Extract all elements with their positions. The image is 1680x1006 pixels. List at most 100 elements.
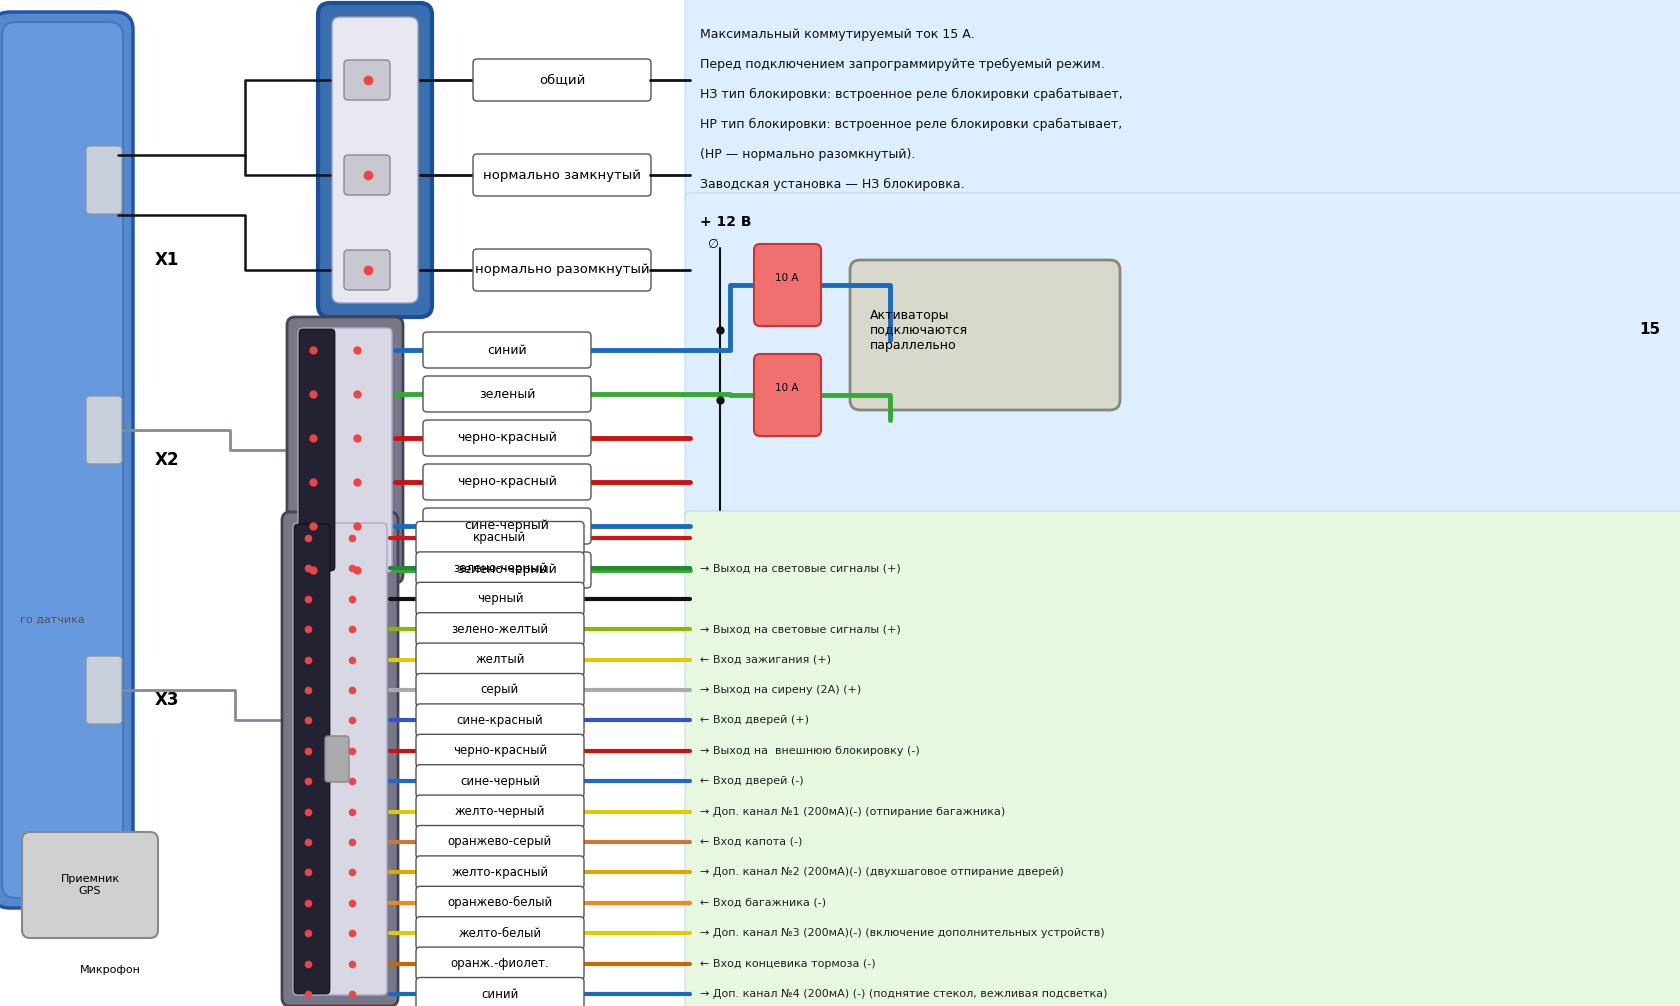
Text: желтый: желтый [475, 653, 524, 666]
FancyBboxPatch shape [472, 154, 650, 196]
Text: → Доп. канал №2 (200мА)(-) (двухшаговое отпирание дверей): → Доп. канал №2 (200мА)(-) (двухшаговое … [699, 867, 1063, 877]
FancyBboxPatch shape [344, 250, 390, 290]
FancyBboxPatch shape [318, 3, 432, 317]
FancyBboxPatch shape [415, 552, 583, 584]
Text: 10 А: 10 А [774, 273, 798, 283]
Text: оранжево-серый: оранжево-серый [447, 836, 551, 848]
Text: X3: X3 [155, 691, 180, 709]
FancyBboxPatch shape [415, 886, 583, 919]
FancyBboxPatch shape [299, 329, 334, 571]
Text: зеленый: зеленый [479, 387, 534, 400]
Text: сине-красный: сине-красный [457, 714, 543, 727]
FancyBboxPatch shape [415, 734, 583, 768]
FancyBboxPatch shape [415, 704, 583, 737]
FancyBboxPatch shape [423, 332, 591, 368]
FancyBboxPatch shape [324, 736, 349, 782]
FancyBboxPatch shape [415, 521, 583, 554]
FancyBboxPatch shape [86, 396, 123, 464]
Text: Приемник
GPS: Приемник GPS [60, 874, 119, 895]
Text: оранжево-белый: оранжево-белый [447, 896, 553, 909]
Text: Заводская установка — НЗ блокировка.: Заводская установка — НЗ блокировка. [699, 178, 964, 191]
Text: Микрофон: Микрофон [79, 965, 141, 975]
Text: → Доп. канал №1 (200мА)(-) (отпирание багажника): → Доп. канал №1 (200мА)(-) (отпирание ба… [699, 807, 1005, 817]
FancyBboxPatch shape [472, 249, 650, 291]
FancyBboxPatch shape [415, 613, 583, 646]
Text: синий: синий [480, 988, 519, 1001]
FancyBboxPatch shape [415, 916, 583, 950]
FancyBboxPatch shape [415, 765, 583, 798]
Text: → Выход на сирену (2А) (+): → Выход на сирену (2А) (+) [699, 685, 860, 695]
FancyBboxPatch shape [2, 22, 123, 898]
Text: → Доп. канал №4 (200мА) (-) (поднятие стекол, вежливая подсветка): → Доп. канал №4 (200мА) (-) (поднятие ст… [699, 989, 1107, 999]
Text: желто-белый: желто-белый [459, 927, 541, 940]
FancyBboxPatch shape [684, 193, 1680, 523]
Text: НЗ тип блокировки: встроенное реле блокировки срабатывает,: НЗ тип блокировки: встроенное реле блоки… [699, 88, 1122, 101]
Text: желто-красный: желто-красный [452, 866, 548, 879]
Text: желто-черный: желто-черный [455, 805, 544, 818]
Text: 10 А: 10 А [774, 383, 798, 393]
FancyBboxPatch shape [415, 978, 583, 1006]
FancyBboxPatch shape [282, 512, 398, 1006]
Text: + 12 В: + 12 В [699, 215, 751, 229]
FancyBboxPatch shape [415, 947, 583, 980]
Text: сине-черный: сине-черный [460, 775, 539, 788]
FancyBboxPatch shape [423, 464, 591, 500]
FancyBboxPatch shape [850, 260, 1119, 410]
FancyBboxPatch shape [423, 552, 591, 588]
FancyBboxPatch shape [754, 354, 820, 436]
Text: серый: серый [480, 683, 519, 696]
Text: черно-красный: черно-красный [457, 432, 556, 445]
Text: ∅: ∅ [707, 238, 717, 252]
FancyBboxPatch shape [86, 146, 123, 214]
Text: X2: X2 [155, 451, 180, 469]
Text: го датчика: го датчика [20, 615, 84, 625]
Text: нормально разомкнутый: нормально разомкнутый [474, 264, 648, 277]
Text: X1: X1 [155, 252, 180, 269]
FancyBboxPatch shape [0, 12, 133, 908]
FancyBboxPatch shape [415, 826, 583, 858]
Text: зелено-черный: зелено-черный [457, 563, 556, 576]
FancyBboxPatch shape [415, 673, 583, 706]
Text: оранж.-фиолет.: оранж.-фиолет. [450, 957, 549, 970]
FancyBboxPatch shape [344, 60, 390, 100]
FancyBboxPatch shape [423, 420, 591, 456]
FancyBboxPatch shape [684, 0, 1680, 205]
FancyBboxPatch shape [415, 795, 583, 828]
FancyBboxPatch shape [423, 376, 591, 412]
Text: Максимальный коммутируемый ток 15 А.: Максимальный коммутируемый ток 15 А. [699, 28, 974, 41]
FancyBboxPatch shape [287, 317, 403, 583]
Text: черно-красный: черно-красный [452, 744, 546, 758]
FancyBboxPatch shape [22, 832, 158, 938]
Text: ← Вход дверей (+): ← Вход дверей (+) [699, 715, 808, 725]
Text: зелено-желтый: зелено-желтый [452, 623, 548, 636]
FancyBboxPatch shape [333, 17, 418, 303]
Text: Перед подключением запрограммируйте требуемый режим.: Перед подключением запрограммируйте треб… [699, 58, 1104, 71]
Text: черный: черный [477, 593, 522, 606]
Text: зелено-черный: зелено-черный [452, 562, 546, 574]
Text: ← Вход капота (-): ← Вход капота (-) [699, 837, 801, 847]
Text: 15: 15 [1638, 323, 1660, 337]
Text: ← Вход дверей (-): ← Вход дверей (-) [699, 777, 803, 787]
FancyBboxPatch shape [754, 244, 820, 326]
Text: красный: красный [474, 531, 526, 544]
FancyBboxPatch shape [415, 582, 583, 616]
Text: ← Вход зажигания (+): ← Вход зажигания (+) [699, 655, 830, 665]
Text: синий: синий [487, 343, 526, 356]
FancyBboxPatch shape [292, 523, 386, 995]
Text: → Выход на световые сигналы (+): → Выход на световые сигналы (+) [699, 563, 900, 573]
Text: (НР — нормально разомкнутый).: (НР — нормально разомкнутый). [699, 148, 916, 161]
FancyBboxPatch shape [344, 155, 390, 195]
Text: нормально замкнутый: нормально замкнутый [482, 168, 640, 181]
FancyBboxPatch shape [423, 508, 591, 544]
Text: Активаторы
подключаются
параллельно: Активаторы подключаются параллельно [870, 309, 968, 351]
FancyBboxPatch shape [415, 643, 583, 676]
Text: общий: общий [539, 73, 585, 87]
FancyBboxPatch shape [294, 524, 329, 994]
Text: ← Вход багажника (-): ← Вход багажника (-) [699, 897, 825, 907]
Text: → Доп. канал №3 (200мА)(-) (включение дополнительных устройств): → Доп. канал №3 (200мА)(-) (включение до… [699, 929, 1104, 939]
Text: → Выход на  внешнюю блокировку (-): → Выход на внешнюю блокировку (-) [699, 745, 919, 756]
Text: → Выход на световые сигналы (+): → Выход на световые сигналы (+) [699, 624, 900, 634]
FancyBboxPatch shape [86, 656, 123, 724]
FancyBboxPatch shape [472, 59, 650, 101]
FancyBboxPatch shape [297, 328, 391, 572]
